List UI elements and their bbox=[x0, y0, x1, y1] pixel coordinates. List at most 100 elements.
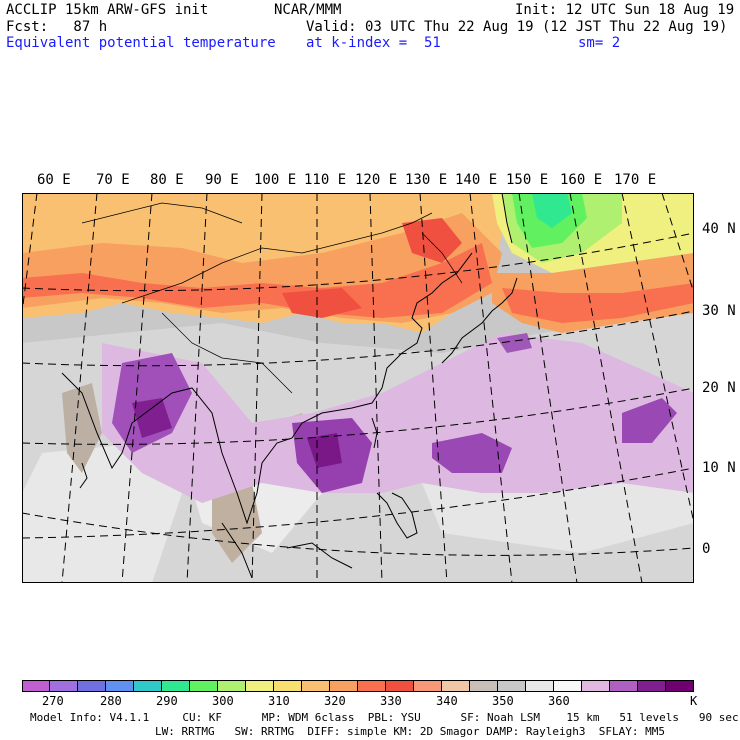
colorbar-label: 350 bbox=[492, 694, 514, 708]
latitude-line bbox=[22, 467, 694, 539]
colorbar-swatch bbox=[106, 680, 134, 692]
hot-region bbox=[22, 243, 492, 318]
init-time: Init: 12 UTC Sun 18 Aug 19 bbox=[515, 2, 735, 18]
hot-region bbox=[282, 288, 362, 318]
lon-label: 90 E bbox=[205, 172, 239, 188]
hot-region bbox=[402, 218, 462, 263]
colorbar-swatch bbox=[78, 680, 106, 692]
level-index: at k-index = 51 bbox=[306, 35, 441, 51]
border-line bbox=[121, 212, 433, 304]
border-line bbox=[161, 312, 293, 394]
colorbar-swatch bbox=[302, 680, 330, 692]
longitude-line bbox=[419, 193, 448, 583]
philippines-coastline bbox=[376, 492, 418, 539]
smoothing-label: sm= 2 bbox=[578, 35, 621, 51]
valid-time: Valid: 03 UTC Thu 22 Aug 19 (12 JST Thu … bbox=[306, 19, 728, 35]
colorbar-label: 320 bbox=[324, 694, 346, 708]
longitude-line bbox=[518, 193, 578, 583]
light-region bbox=[22, 443, 182, 583]
taiwan-coastline bbox=[371, 417, 378, 449]
colorbar-swatch bbox=[246, 680, 274, 692]
colorbar bbox=[22, 680, 694, 692]
organization-label: NCAR/MMM bbox=[274, 2, 342, 18]
lat-label: 0 bbox=[702, 541, 711, 557]
map-panel bbox=[22, 193, 694, 583]
lat-label: 10 N bbox=[702, 460, 736, 476]
lon-label: 100 E bbox=[254, 172, 297, 188]
lon-label: 170 E bbox=[614, 172, 657, 188]
colorbar-swatch bbox=[134, 680, 162, 692]
colorbar-swatch bbox=[498, 680, 526, 692]
colorbar-swatch bbox=[386, 680, 414, 692]
colorbar-swatch bbox=[330, 680, 358, 692]
colorbar-swatch bbox=[218, 680, 246, 692]
map-frame bbox=[22, 193, 694, 583]
longitude-line bbox=[186, 193, 208, 583]
peak-theta-e-region bbox=[307, 433, 342, 468]
colorbar-swatch bbox=[358, 680, 386, 692]
colorbar-unit: K bbox=[690, 694, 698, 708]
cool-region bbox=[532, 193, 572, 228]
colorbar-swatch bbox=[274, 680, 302, 692]
colorbar-label: 340 bbox=[436, 694, 458, 708]
colorbar-swatch bbox=[414, 680, 442, 692]
longitude-line bbox=[621, 193, 694, 524]
longitude-line bbox=[369, 193, 383, 583]
latitude-line bbox=[22, 512, 694, 556]
longitude-line bbox=[469, 193, 513, 583]
forecast-hour: Fcst: 87 h bbox=[6, 19, 108, 35]
japan-coastline bbox=[441, 277, 518, 364]
longitude-line bbox=[569, 193, 643, 583]
colorbar-swatch bbox=[638, 680, 666, 692]
border-line bbox=[81, 202, 243, 224]
lon-label: 60 E bbox=[37, 172, 71, 188]
lon-label: 140 E bbox=[455, 172, 498, 188]
longitude-line bbox=[61, 193, 98, 583]
lon-label: 70 E bbox=[96, 172, 130, 188]
coastlines bbox=[61, 193, 518, 579]
hot-region bbox=[502, 283, 694, 323]
peak-theta-e-region bbox=[132, 398, 172, 438]
colorbar-swatch bbox=[610, 680, 638, 692]
colorbar-swatch bbox=[666, 680, 694, 692]
colorbar-label: 360 bbox=[548, 694, 570, 708]
high-theta-e-region bbox=[622, 398, 677, 443]
latitude-line bbox=[22, 310, 694, 367]
lon-label: 160 E bbox=[560, 172, 603, 188]
colorbar-swatch bbox=[470, 680, 498, 692]
lon-label: 130 E bbox=[405, 172, 448, 188]
model-info-line1: Model Info: V4.1.1 CU: KF MP: WDM 6class… bbox=[30, 711, 739, 724]
colorbar-label: 330 bbox=[380, 694, 402, 708]
latitude-line bbox=[22, 232, 694, 292]
colorbar-swatch bbox=[162, 680, 190, 692]
lat-label: 30 N bbox=[702, 303, 736, 319]
model-title: ACCLIP 15km ARW-GFS init bbox=[6, 2, 209, 18]
latitude-line bbox=[22, 387, 694, 445]
colorbar-label: 270 bbox=[42, 694, 64, 708]
high-theta-e-region bbox=[497, 333, 532, 353]
terrain-region bbox=[62, 383, 102, 473]
border-line bbox=[421, 232, 463, 284]
lon-label: 110 E bbox=[304, 172, 347, 188]
lon-label: 80 E bbox=[150, 172, 184, 188]
colorbar-label: 290 bbox=[156, 694, 178, 708]
colorbar-swatch bbox=[442, 680, 470, 692]
lon-label: 120 E bbox=[355, 172, 398, 188]
asia-coastline bbox=[61, 252, 473, 525]
colorbar-label: 300 bbox=[212, 694, 234, 708]
peninsula-coastline bbox=[221, 522, 253, 579]
lat-label: 20 N bbox=[702, 380, 736, 396]
terrain-region bbox=[212, 483, 262, 563]
colorbar-swatch bbox=[190, 680, 218, 692]
longitude-line bbox=[121, 193, 153, 583]
colorbar-swatch bbox=[22, 680, 50, 692]
borneo-coastline bbox=[286, 542, 353, 569]
borders bbox=[81, 202, 463, 394]
graticule bbox=[22, 193, 694, 583]
sakhalin-coastline bbox=[501, 193, 513, 244]
lat-label: 40 N bbox=[702, 221, 736, 237]
colorbar-label: 310 bbox=[268, 694, 290, 708]
colorbar-swatch bbox=[554, 680, 582, 692]
colorbar-swatch bbox=[582, 680, 610, 692]
